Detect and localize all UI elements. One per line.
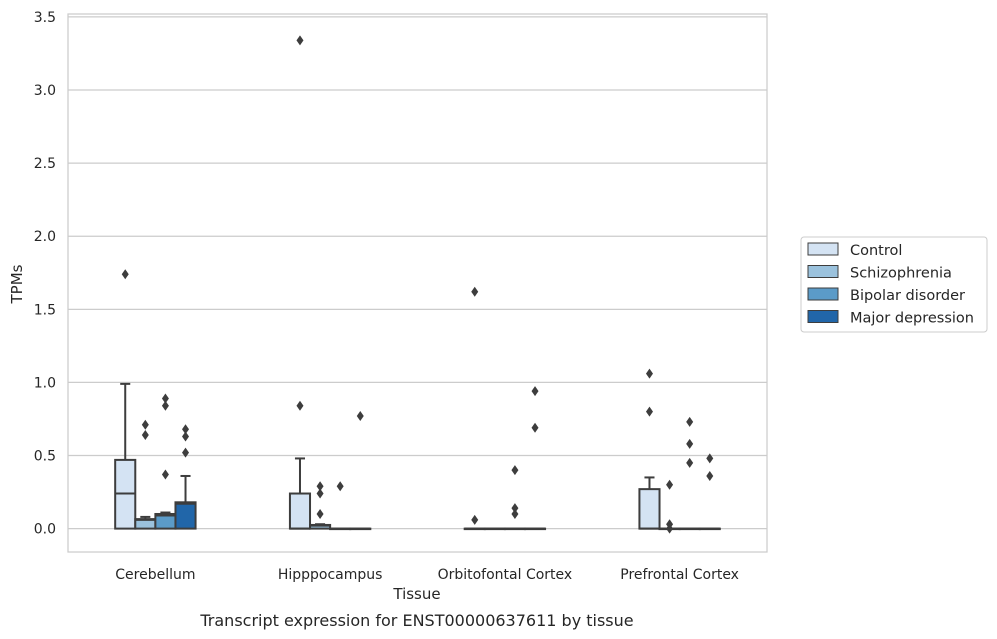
box [174, 501, 197, 530]
chart-caption: Transcript expression for ENST0000063761… [199, 611, 633, 630]
y-tick-label: 2.5 [34, 156, 56, 172]
outlier-point [666, 519, 674, 530]
box-group [638, 368, 661, 530]
legend-frame [800, 236, 988, 333]
legend: Control Schizophrenia Bipolar disorder Majo… [800, 236, 988, 333]
legend-label: Control [850, 243, 902, 259]
box-layer [114, 35, 721, 534]
box-group [678, 416, 701, 531]
outlier-point [686, 438, 694, 449]
y-tick-label: 0.0 [34, 522, 56, 538]
outlier-point [666, 479, 674, 490]
box [638, 488, 661, 530]
outlier-point [531, 422, 539, 433]
outlier-point [141, 430, 149, 441]
box-group [523, 386, 547, 531]
outlier-point [182, 424, 190, 435]
outlier-point [182, 431, 190, 442]
legend-swatch [807, 265, 839, 278]
legend-swatch [807, 287, 839, 301]
outlier-point [511, 465, 519, 476]
outlier-point [645, 406, 653, 417]
outlier-point [471, 514, 479, 525]
y-tick-label: 3.5 [34, 10, 56, 26]
grid-lines [68, 16, 767, 530]
outlier-point [161, 400, 169, 411]
y-tick-labels: 0.0 0.5 1.0 1.5 2.0 2.5 3.0 3.5 [34, 10, 56, 538]
box-group [503, 465, 526, 531]
outlier-point [686, 416, 694, 427]
legend-label: Major depression [850, 311, 974, 327]
x-tick-label: Orbitofontal Cortex [438, 567, 573, 583]
box [288, 492, 312, 530]
x-tick-label: Cerebellum [115, 567, 195, 583]
outlier-point [182, 447, 190, 458]
box-group [349, 411, 372, 531]
x-tick-labels: Cerebellum Hipppocampus Orbitofontal Corte… [115, 567, 739, 583]
outlier-point [511, 508, 519, 519]
box-group [698, 453, 721, 531]
box-group [658, 479, 681, 534]
outlier-point [471, 286, 479, 297]
y-tick-label: 0.5 [34, 449, 56, 465]
y-tick-label: 1.5 [34, 302, 56, 318]
y-tick-label: 2.0 [34, 229, 56, 245]
outlier-point [316, 488, 324, 499]
legend-label: Schizophrenia [850, 266, 952, 282]
outlier-point [161, 469, 169, 480]
box-group [309, 481, 332, 530]
outlier-point [121, 269, 129, 280]
legend-swatch [807, 242, 839, 256]
box-group [134, 419, 157, 530]
outlier-point [356, 411, 364, 422]
y-tick-label: 3.0 [34, 83, 56, 99]
legend-label: Bipolar disorder [850, 288, 965, 304]
box-group [329, 481, 352, 531]
box-group [154, 393, 177, 530]
outlier-point [161, 393, 169, 404]
outlier-point [336, 481, 344, 492]
x-tick-label: Hipppocampus [278, 567, 383, 583]
box-group [483, 527, 506, 531]
box-group [288, 35, 312, 530]
outlier-point [316, 508, 324, 519]
y-axis-title: TPMs [8, 264, 26, 304]
outlier-point [706, 453, 714, 464]
y-tick-label: 1.0 [34, 375, 56, 391]
outlier-point [296, 35, 304, 46]
outlier-point [531, 386, 539, 397]
outlier-point [296, 400, 304, 411]
box-group [174, 424, 197, 530]
box-group [114, 269, 137, 530]
outlier-point [686, 457, 694, 468]
outlier-point [511, 503, 519, 514]
plot-frame [67, 13, 768, 553]
box-group [463, 286, 486, 531]
outlier-point [141, 419, 149, 430]
legend-items: Control Schizophrenia Bipolar disorder Majo… [807, 242, 974, 327]
legend-swatch [807, 310, 839, 323]
outlier-point [316, 481, 324, 492]
outlier-point [706, 470, 714, 481]
x-tick-label: Prefrontal Cortex [620, 567, 739, 583]
outlier-point [645, 368, 653, 379]
x-axis-title: Tissue [392, 585, 440, 603]
